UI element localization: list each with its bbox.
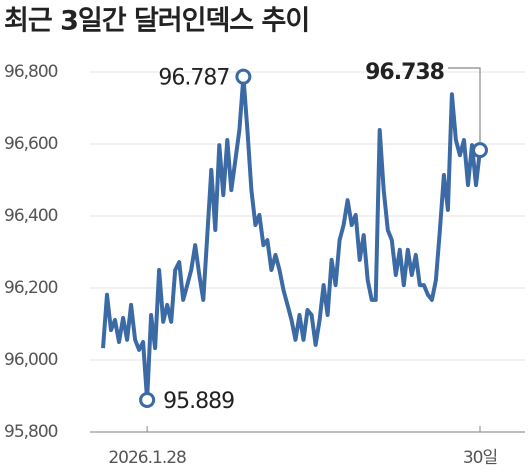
- x-tick-label: 2026.1.28: [108, 448, 186, 468]
- marker: [472, 142, 488, 159]
- line: [101, 74, 482, 402]
- x-tick-label: 30일: [463, 448, 497, 468]
- y-tick-label: 96,800: [4, 62, 58, 82]
- leader: [448, 67, 481, 143]
- annotation: 95.889: [163, 389, 234, 414]
- chart-title: 최근 3일간 달러인덱스 추이: [4, 6, 309, 37]
- annotation: 96.738: [365, 60, 444, 85]
- y-tick-label: 96,200: [4, 278, 58, 298]
- y-tick-label: 96,600: [4, 134, 58, 154]
- marker: [235, 68, 252, 85]
- y-tick-label: 96,400: [4, 206, 58, 226]
- y-tick-label: 96,000: [4, 350, 58, 370]
- annotation: 96.787: [158, 66, 229, 91]
- y-tick-label: 95,800: [4, 422, 58, 442]
- marker: [139, 391, 156, 408]
